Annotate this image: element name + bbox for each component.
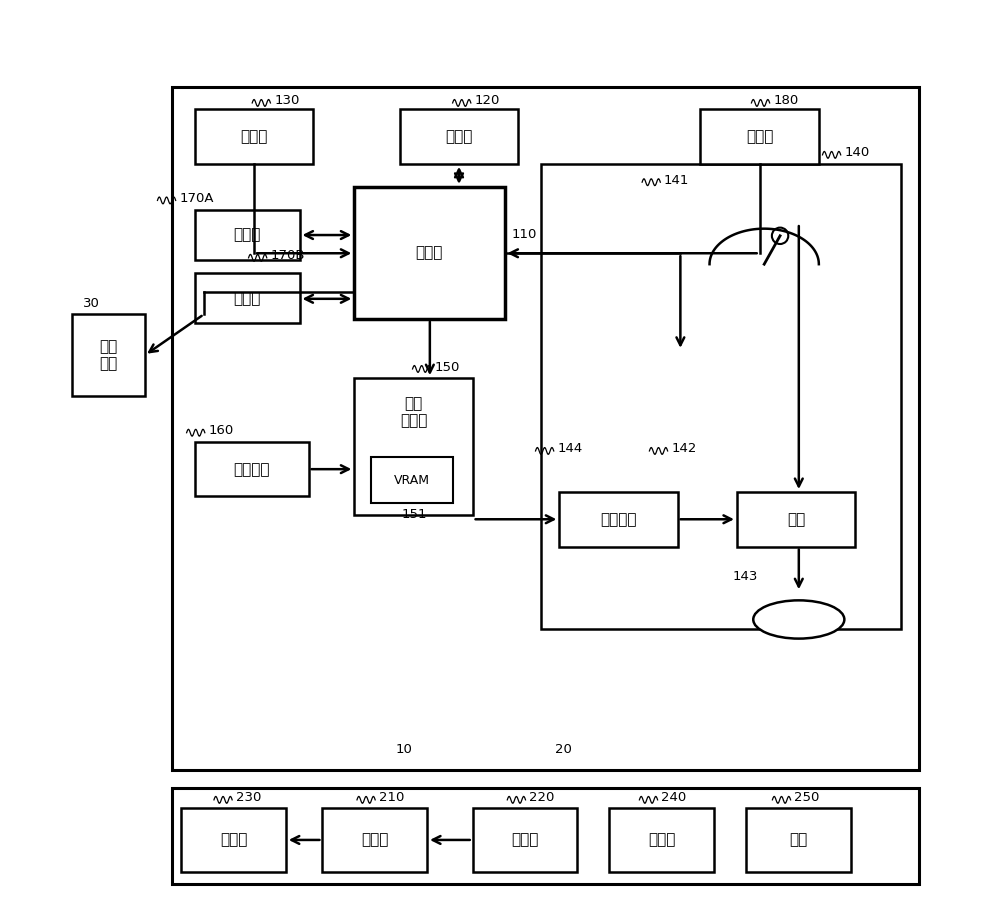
Circle shape: [772, 228, 788, 244]
FancyBboxPatch shape: [354, 187, 505, 319]
FancyBboxPatch shape: [737, 492, 855, 547]
Text: 150: 150: [434, 361, 460, 374]
Text: 光阀: 光阀: [787, 512, 805, 527]
FancyBboxPatch shape: [746, 808, 851, 872]
Ellipse shape: [753, 600, 844, 639]
Text: 250: 250: [794, 792, 820, 804]
Text: 151: 151: [402, 508, 427, 521]
FancyBboxPatch shape: [609, 808, 714, 872]
FancyBboxPatch shape: [700, 109, 819, 164]
FancyBboxPatch shape: [400, 109, 518, 164]
FancyBboxPatch shape: [322, 808, 427, 872]
Text: 存储部: 存储部: [445, 129, 473, 144]
FancyBboxPatch shape: [354, 378, 473, 515]
FancyBboxPatch shape: [371, 457, 453, 503]
Text: 操作部: 操作部: [648, 833, 675, 847]
Text: 170A: 170A: [179, 192, 214, 205]
Text: 控制部: 控制部: [361, 833, 388, 847]
Text: 30: 30: [83, 297, 100, 310]
Text: 影像接口: 影像接口: [234, 462, 270, 476]
Text: 170B: 170B: [270, 250, 305, 262]
Text: 摄像部: 摄像部: [234, 291, 261, 306]
FancyBboxPatch shape: [181, 808, 286, 872]
Text: 发光
装置: 发光 装置: [99, 339, 117, 372]
Text: 110: 110: [512, 229, 537, 241]
Text: 220: 220: [529, 792, 555, 804]
Text: 141: 141: [664, 174, 689, 187]
Text: 120: 120: [474, 95, 500, 107]
Text: 摄像部: 摄像部: [234, 227, 261, 242]
Text: 142: 142: [671, 443, 697, 456]
FancyBboxPatch shape: [541, 164, 901, 629]
FancyBboxPatch shape: [473, 808, 577, 872]
FancyBboxPatch shape: [172, 87, 919, 770]
Text: 240: 240: [661, 792, 686, 804]
Text: 操作部: 操作部: [240, 129, 268, 144]
Text: 影像
処理部: 影像 処理部: [400, 396, 427, 428]
Text: 通信部: 通信部: [746, 129, 773, 144]
Text: 控制部: 控制部: [416, 245, 443, 261]
Text: 发光部: 发光部: [220, 833, 247, 847]
Text: 180: 180: [773, 95, 799, 107]
FancyBboxPatch shape: [195, 273, 300, 323]
Text: 130: 130: [274, 95, 299, 107]
Text: 230: 230: [236, 792, 261, 804]
Text: 电源: 电源: [789, 833, 807, 847]
Text: 210: 210: [379, 792, 404, 804]
FancyBboxPatch shape: [172, 788, 919, 884]
FancyBboxPatch shape: [195, 109, 313, 164]
FancyBboxPatch shape: [195, 210, 300, 260]
Text: 通信部: 通信部: [511, 833, 539, 847]
Text: 143: 143: [732, 570, 758, 583]
Text: 驱动电路: 驱动电路: [600, 512, 637, 527]
FancyBboxPatch shape: [195, 442, 309, 496]
Text: 160: 160: [208, 425, 234, 437]
FancyBboxPatch shape: [559, 492, 678, 547]
Text: 140: 140: [844, 147, 870, 159]
FancyBboxPatch shape: [72, 314, 145, 396]
Text: VRAM: VRAM: [394, 474, 430, 486]
Text: 144: 144: [557, 443, 583, 456]
Text: 20: 20: [555, 743, 572, 756]
Text: 10: 10: [395, 743, 412, 756]
